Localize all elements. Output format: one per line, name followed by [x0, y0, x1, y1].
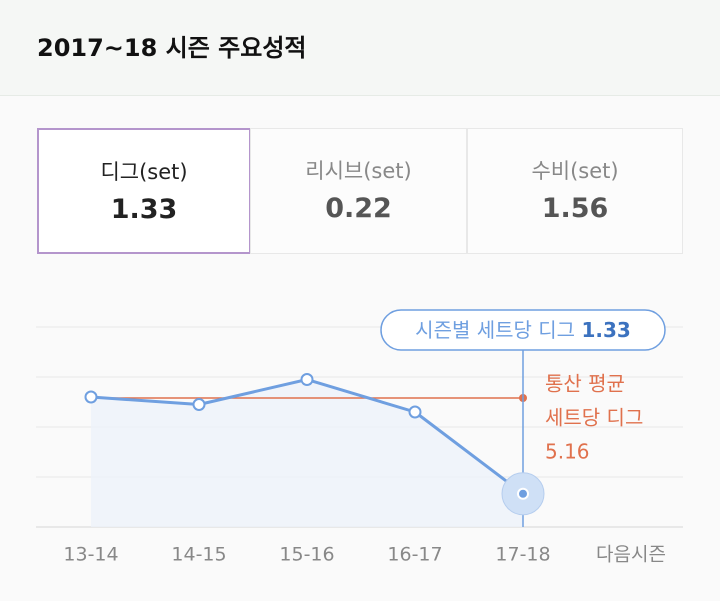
average-label: 세트당 디그 — [545, 406, 643, 430]
stat-value: 0.22 — [325, 193, 392, 224]
point — [192, 398, 206, 411]
callout-label: 시즌별 세트당 디그 — [415, 318, 575, 342]
title: 2017~18 시즌 주요성적 — [37, 34, 307, 62]
stat-card[interactable]: 수비(set) 1.56 — [467, 128, 683, 254]
callout-text: 시즌별 세트당 디그 1.33 — [415, 318, 631, 342]
callout-value: 1.33 — [581, 318, 630, 342]
x-tick-label: 13-14 — [63, 544, 118, 566]
stat-card[interactable]: 디그(set) 1.33 — [37, 128, 251, 254]
average-label: 통산 평균 — [545, 372, 625, 396]
point — [517, 487, 529, 500]
point — [84, 390, 98, 404]
average-value: 5.16 — [545, 440, 590, 464]
callout-box — [380, 309, 666, 351]
header: 2017~18 시즌 주요성적 — [0, 0, 720, 96]
stat-card[interactable]: 리시브(set) 0.22 — [250, 128, 467, 254]
stat-label: 디그(set) — [100, 160, 188, 184]
stat-value: 1.56 — [541, 193, 609, 224]
x-tick-label: 다음시즌 — [596, 544, 666, 566]
stat-label: 리시브(set) — [305, 159, 412, 183]
x-tick-label: 16-17 — [387, 544, 442, 566]
x-tick-label: 14-15 — [171, 544, 226, 566]
stat-label: 수비(set) — [531, 159, 619, 183]
point — [408, 405, 422, 419]
stat-value: 1.33 — [110, 194, 178, 225]
x-tick-label: 15-16 — [279, 544, 334, 566]
x-tick-label: 17-18 — [495, 544, 550, 566]
point — [300, 373, 314, 386]
